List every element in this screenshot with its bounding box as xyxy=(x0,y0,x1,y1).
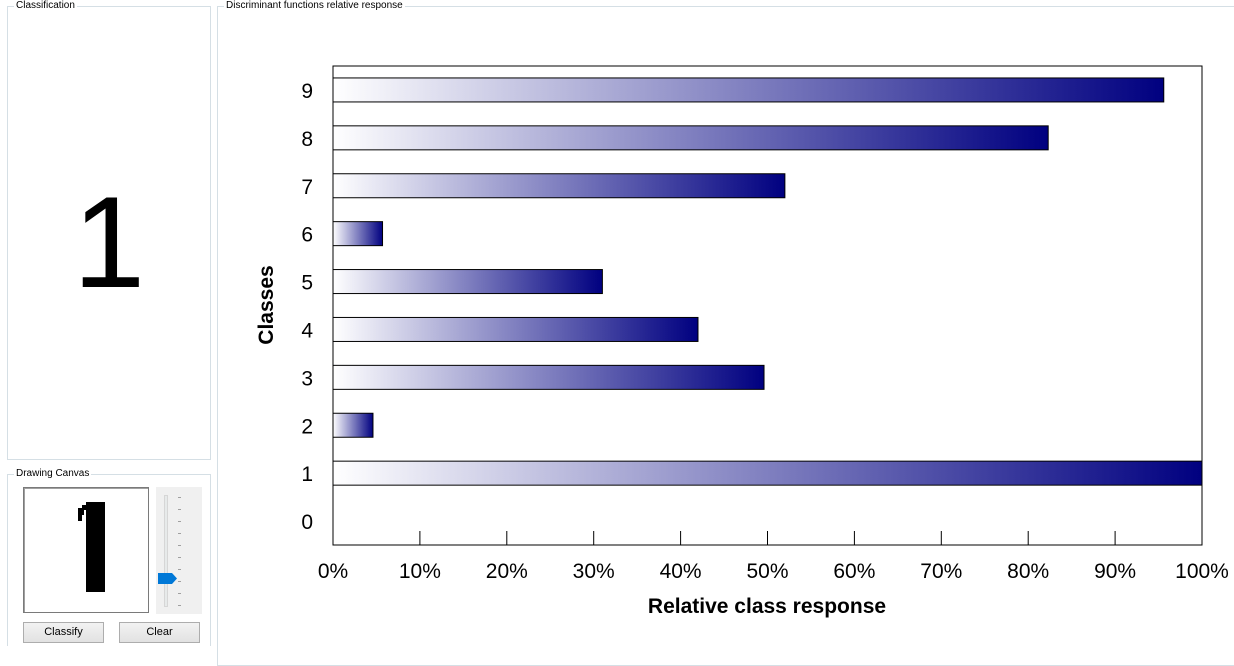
y-tick-label-0: 0 xyxy=(301,511,313,534)
bar-class-9 xyxy=(332,77,1165,103)
classification-group: Classification 1 xyxy=(7,0,211,460)
x-tick-label: 70% xyxy=(920,560,962,583)
y-tick-label-5: 5 xyxy=(301,272,313,295)
drawing-canvas-group: Drawing Canvas Classify Clear xyxy=(7,468,211,646)
slider-track xyxy=(164,495,168,607)
bar-class-7 xyxy=(332,173,786,199)
x-tick-label: 50% xyxy=(746,560,788,583)
x-tick-label: 20% xyxy=(486,560,528,583)
y-tick-label-4: 4 xyxy=(301,319,313,342)
x-tick-label: 60% xyxy=(833,560,875,583)
bar-class-2 xyxy=(332,412,374,438)
bar-class-3 xyxy=(332,364,765,390)
classification-group-title: Classification xyxy=(14,0,77,12)
drawn-digit xyxy=(78,502,105,592)
bar-class-5 xyxy=(332,269,603,295)
bar-class-8 xyxy=(332,125,1049,151)
clear-button[interactable]: Clear xyxy=(119,622,200,643)
y-axis-title: Classes xyxy=(255,265,278,344)
y-tick-label-6: 6 xyxy=(301,224,313,247)
y-tick-label-7: 7 xyxy=(301,176,313,199)
x-tick-label: 0% xyxy=(318,560,348,583)
bar-class-6 xyxy=(332,221,384,247)
x-tick-label: 40% xyxy=(660,560,702,583)
y-tick-label-8: 8 xyxy=(301,128,313,151)
x-axis-title: Relative class response xyxy=(648,595,886,618)
x-tick-label: 80% xyxy=(1007,560,1049,583)
slider-thumb[interactable] xyxy=(158,573,178,584)
chart-group-title: Discriminant functions relative response xyxy=(224,0,405,12)
x-tick-label: 100% xyxy=(1175,560,1229,583)
classification-result: 1 xyxy=(72,169,146,315)
response-chart: 0 1 2 3 4 5 6 7 8 9 0% 10% 20% 30% 40% 50% 60% 70% 80% 90%… xyxy=(255,65,1229,618)
y-tick-label-2: 2 xyxy=(301,415,313,438)
brush-size-slider[interactable] xyxy=(156,487,202,614)
y-tick-label-3: 3 xyxy=(301,367,313,390)
x-tick-label: 30% xyxy=(573,560,615,583)
slider-ticks xyxy=(178,497,182,606)
bar-class-4 xyxy=(332,316,699,342)
drawing-canvas[interactable] xyxy=(23,487,149,613)
bar-class-1 xyxy=(332,460,1203,486)
drawing-canvas-group-title: Drawing Canvas xyxy=(14,468,92,480)
x-tick-label: 90% xyxy=(1094,560,1136,583)
y-tick-label-9: 9 xyxy=(301,80,313,103)
classify-button[interactable]: Classify xyxy=(23,622,104,643)
x-tick-label: 10% xyxy=(399,560,441,583)
y-tick-label-1: 1 xyxy=(301,463,313,486)
